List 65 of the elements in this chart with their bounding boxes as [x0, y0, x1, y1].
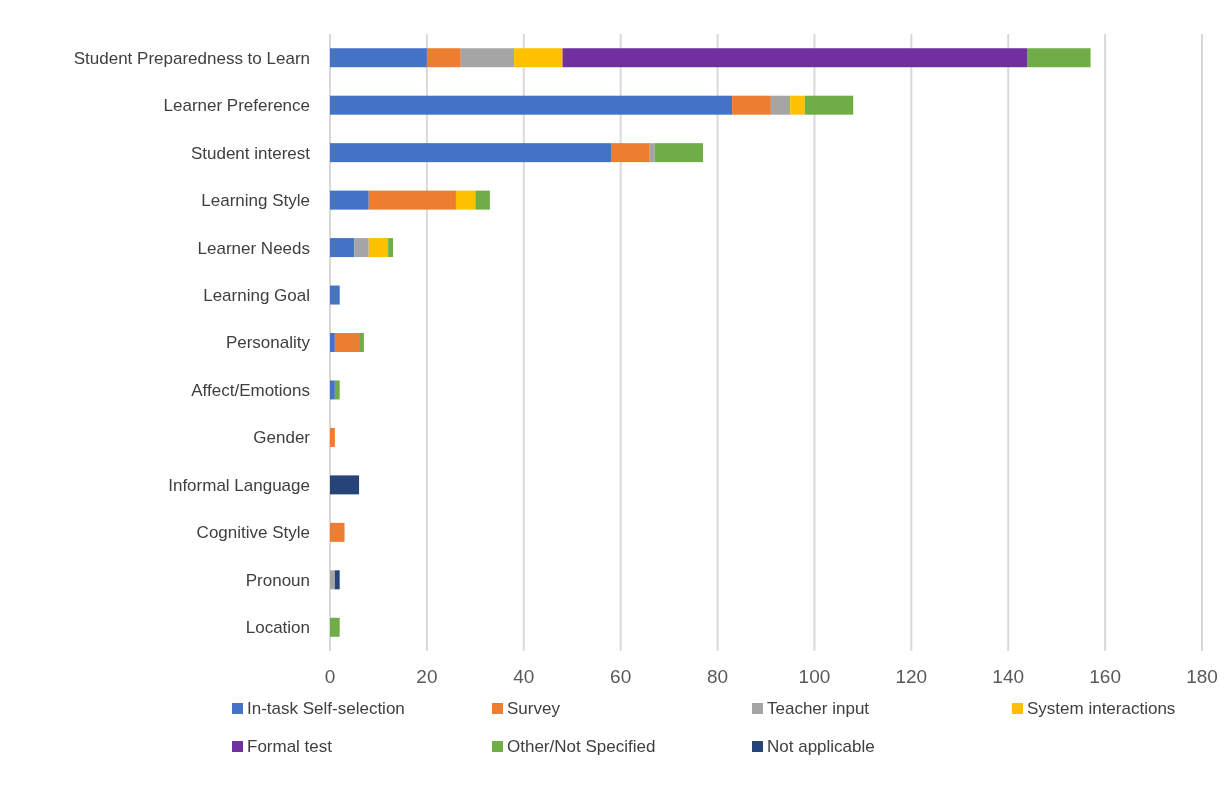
- y-tick-label: Location: [245, 618, 310, 638]
- x-tick-label: 40: [513, 666, 535, 687]
- x-tick-label: 80: [706, 666, 729, 687]
- bar: [334, 570, 340, 590]
- x-tick-label: 140: [992, 666, 1025, 687]
- bar: [330, 570, 335, 590]
- bar: [1027, 48, 1091, 68]
- x-tick-label: 180: [1186, 666, 1218, 687]
- y-tick-label: Learning Goal: [203, 285, 310, 305]
- bar: [359, 333, 364, 352]
- bar: [330, 427, 335, 447]
- y-tick-label: Student interest: [190, 143, 311, 163]
- x-tick-label: 0: [324, 666, 336, 687]
- bar: [649, 143, 655, 163]
- bar: [790, 95, 805, 115]
- bar: [330, 333, 335, 352]
- bar: [460, 48, 515, 68]
- legend-label: Other/Not Specified: [507, 737, 656, 756]
- bar: [330, 617, 340, 637]
- bar: [330, 475, 360, 495]
- bar: [562, 48, 1028, 68]
- legend-label: Teacher input: [767, 699, 870, 718]
- bar: [388, 238, 393, 258]
- y-tick-label: Cognitive Style: [196, 523, 310, 543]
- legend-label: Formal test: [247, 737, 333, 756]
- y-tick-label: Affect/Emotions: [191, 380, 310, 400]
- bar: [330, 238, 355, 258]
- bar: [475, 190, 490, 210]
- y-tick-label: Learning Style: [201, 191, 310, 211]
- x-tick-label: 120: [895, 666, 928, 687]
- bar: [334, 333, 360, 352]
- legend-label: In-task Self-selection: [247, 699, 405, 718]
- bar: [368, 190, 456, 210]
- bar: [330, 190, 369, 210]
- x-tick-label: 160: [1089, 666, 1121, 687]
- bar: [354, 238, 369, 258]
- y-tick-label: Gender: [253, 428, 311, 448]
- bar: [654, 143, 704, 163]
- bar: [732, 95, 771, 115]
- x-tick-label: 60: [610, 666, 632, 687]
- bar: [330, 285, 340, 305]
- y-tick-label: Learner Preference: [163, 96, 310, 116]
- bar: [455, 190, 476, 210]
- bar: [770, 95, 791, 115]
- bar: [426, 48, 461, 68]
- bar: [514, 48, 563, 68]
- bar: [368, 238, 389, 258]
- bar: [330, 522, 345, 542]
- legend-label: Not applicable: [767, 737, 875, 756]
- bar: [330, 48, 427, 68]
- bar: [334, 380, 340, 400]
- y-tick-label: Personality: [225, 333, 311, 353]
- bar: [330, 95, 733, 115]
- bar: [330, 380, 335, 400]
- bar: [610, 143, 650, 163]
- legend-label: Survey: [507, 699, 561, 718]
- x-tick-label: 20: [416, 666, 438, 687]
- legend-label: System interactions: [1027, 699, 1176, 718]
- y-tick-label: Pronoun: [245, 570, 310, 590]
- bar: [330, 143, 611, 163]
- y-tick-label: Learner Needs: [197, 238, 310, 258]
- y-tick-label: Informal Language: [168, 475, 310, 495]
- x-tick-label: 100: [798, 666, 831, 687]
- bar: [804, 95, 854, 115]
- y-tick-label: Student Preparedness to Learn: [73, 48, 310, 68]
